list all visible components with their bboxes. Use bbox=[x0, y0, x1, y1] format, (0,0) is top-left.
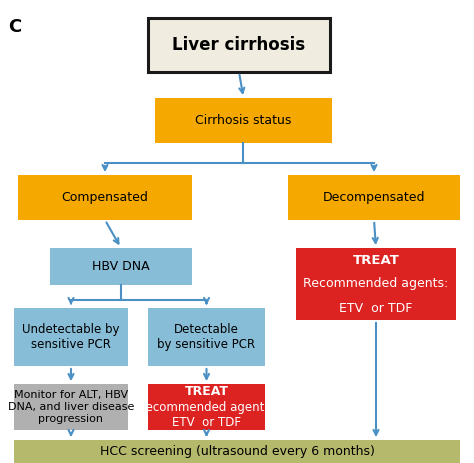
FancyBboxPatch shape bbox=[148, 18, 330, 72]
Text: Liver cirrhosis: Liver cirrhosis bbox=[173, 36, 306, 54]
Text: HCC screening (ultrasound every 6 months): HCC screening (ultrasound every 6 months… bbox=[100, 445, 374, 458]
FancyBboxPatch shape bbox=[148, 308, 265, 366]
Text: Detectable
by sensitive PCR: Detectable by sensitive PCR bbox=[157, 323, 255, 351]
FancyBboxPatch shape bbox=[155, 98, 332, 143]
Text: Recommended agents:: Recommended agents: bbox=[138, 400, 275, 413]
Text: C: C bbox=[8, 18, 21, 36]
Text: TREAT: TREAT bbox=[353, 254, 400, 267]
FancyBboxPatch shape bbox=[14, 308, 128, 366]
Text: ETV  or TDF: ETV or TDF bbox=[339, 301, 413, 314]
Text: ETV  or TDF: ETV or TDF bbox=[172, 416, 241, 429]
FancyBboxPatch shape bbox=[14, 440, 460, 463]
FancyBboxPatch shape bbox=[288, 175, 460, 220]
Text: Recommended agents:: Recommended agents: bbox=[303, 277, 448, 290]
Text: Undetectable by
sensitive PCR: Undetectable by sensitive PCR bbox=[22, 323, 120, 351]
Text: Monitor for ALT, HBV
DNA, and liver disease
progression: Monitor for ALT, HBV DNA, and liver dise… bbox=[8, 390, 134, 424]
FancyBboxPatch shape bbox=[296, 248, 456, 320]
Text: Decompensated: Decompensated bbox=[323, 191, 425, 204]
FancyBboxPatch shape bbox=[14, 384, 128, 430]
FancyBboxPatch shape bbox=[18, 175, 192, 220]
Text: Cirrhosis status: Cirrhosis status bbox=[195, 114, 292, 127]
FancyBboxPatch shape bbox=[148, 384, 265, 430]
Text: Compensated: Compensated bbox=[62, 191, 148, 204]
FancyBboxPatch shape bbox=[50, 248, 192, 285]
Text: HBV DNA: HBV DNA bbox=[92, 260, 150, 273]
Text: TREAT: TREAT bbox=[184, 385, 228, 398]
